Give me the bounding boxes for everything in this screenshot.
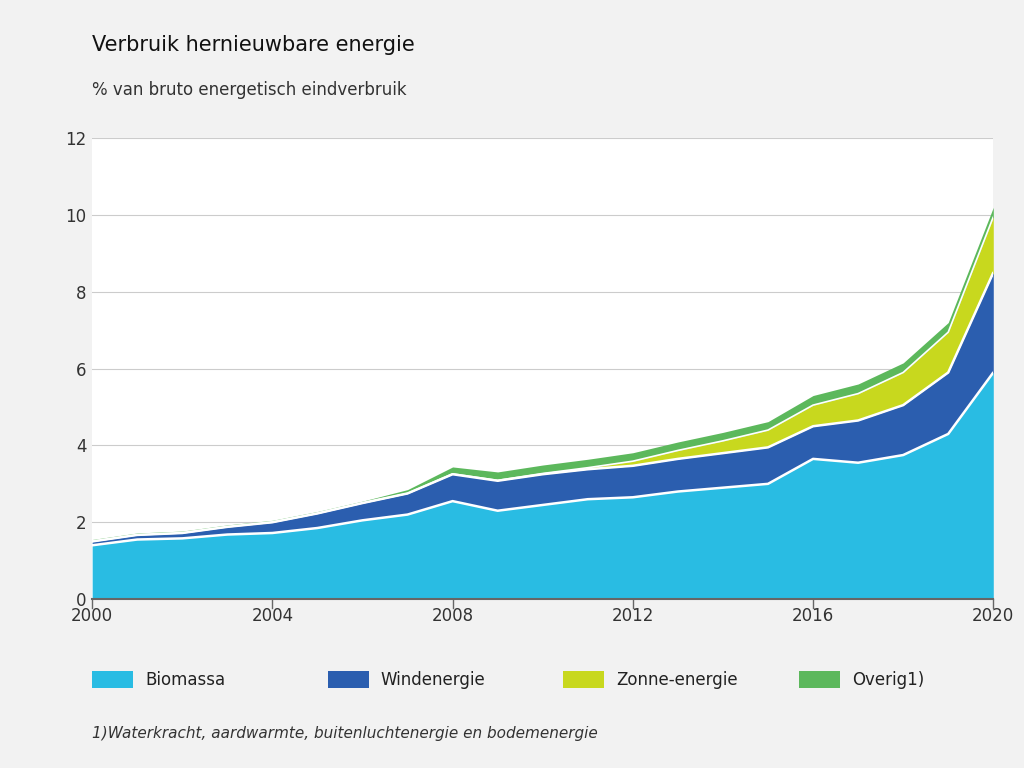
Text: Windenergie: Windenergie [381, 670, 485, 689]
Text: Verbruik hernieuwbare energie: Verbruik hernieuwbare energie [92, 35, 415, 55]
Text: Zonne-energie: Zonne-energie [616, 670, 738, 689]
Text: 1)Waterkracht, aardwarmte, buitenluchtenergie en bodemenergie: 1)Waterkracht, aardwarmte, buitenluchten… [92, 726, 598, 741]
Text: Overig1): Overig1) [852, 670, 925, 689]
Text: Biomassa: Biomassa [145, 670, 225, 689]
Text: % van bruto energetisch eindverbruik: % van bruto energetisch eindverbruik [92, 81, 407, 98]
